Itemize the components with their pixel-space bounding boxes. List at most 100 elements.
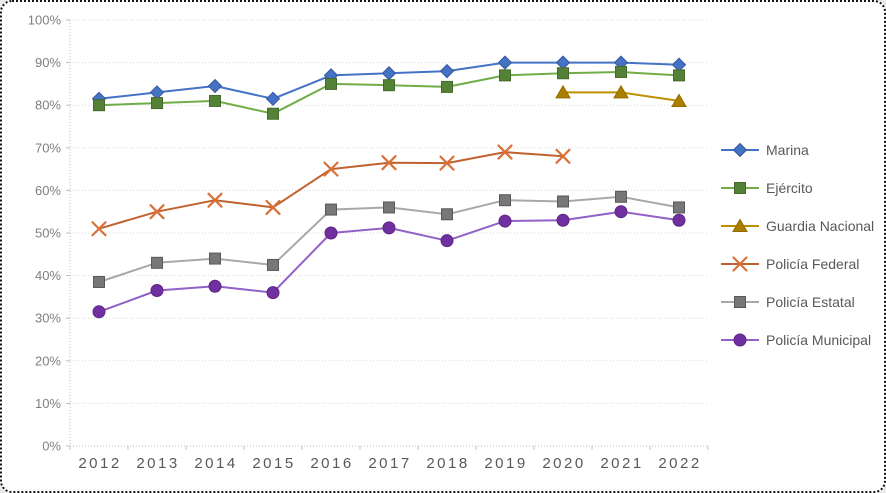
square-marker [499,69,511,82]
series-policia-estatal [93,190,685,288]
series-policia-municipal [92,205,686,319]
legend-item-guardia-nacional: Guardia Nacional [721,218,874,234]
series-policia-federal [91,144,571,237]
x-marker [439,155,455,171]
x-tick-label: 2020 [542,455,585,472]
legend-label: Marina [766,142,809,158]
legend-label: Ejército [766,180,813,196]
square-marker [151,256,163,269]
x-tick-label: 2012 [78,455,121,472]
square-marker [615,65,627,78]
square-marker [93,99,105,112]
diamond-marker [555,55,571,70]
y-tick-label: 20% [35,353,61,368]
legend-item-marina: Marina [721,142,809,158]
square-marker [267,258,279,271]
triangle-marker [732,218,748,232]
x-tick-label: 2014 [194,455,237,472]
y-tick-label: 90% [35,55,61,70]
square-marker [673,201,685,214]
diamond-marker [207,78,223,94]
circle-marker [556,213,570,227]
diamond-marker [149,85,165,100]
circle-marker [672,213,686,227]
diamond-marker [265,91,281,107]
square-marker [267,107,279,120]
y-tick-label: 100% [28,13,62,28]
circle-marker [150,284,164,298]
legend-label: Policía Estatal [766,294,855,310]
square-marker [734,296,746,308]
legend-item-policia-municipal: Policía Municipal [721,332,871,348]
y-tick-label: 10% [35,396,61,411]
square-marker [209,94,221,107]
x-marker [381,155,397,171]
diamond-marker [732,142,748,158]
x-axis-labels: 2012 2013 2014 2015 2016 2017 2018 2019 2020 2021… [78,455,701,472]
x-tick-label: 2017 [368,455,411,472]
circle-marker [324,226,338,240]
x-tick-label: 2016 [310,455,353,472]
circle-marker [498,214,512,228]
x-tick-label: 2015 [252,455,295,472]
diamond-marker [381,66,397,81]
x-tick-label: 2019 [484,455,527,472]
square-marker [441,80,453,93]
x-tick-label: 2022 [658,455,701,472]
square-marker [557,195,569,208]
triangle-marker [613,84,629,99]
square-marker [325,203,337,216]
square-marker [93,275,105,288]
square-marker [383,79,395,92]
legend-label: Policía Municipal [766,332,871,348]
circle-marker [733,333,747,347]
legend-label: Policía Federal [766,256,859,272]
x-marker [497,144,513,160]
legend: Marina Ejército Guardia Nacional Policía Fe… [721,142,874,348]
x-marker [207,192,223,208]
x-tick-label: 2018 [426,455,469,472]
y-tick-label: 0% [42,439,61,454]
circle-marker [382,221,396,235]
y-tick-label: 80% [35,98,61,113]
y-tick-label: 60% [35,183,61,198]
x-marker [323,161,339,177]
x-marker [91,221,107,237]
square-marker [673,69,685,82]
square-marker [325,77,337,90]
y-axis-labels: 100% 90% 80% 70% 60% 50% 40% 30% 20% 10% 0% [28,13,62,454]
square-marker [499,194,511,207]
diamond-marker [497,55,513,70]
x-marker [732,256,748,272]
series-guardia-nacional [555,84,687,107]
legend-item-policia-estatal: Policía Estatal [721,294,855,310]
circle-marker [266,286,280,300]
x-marker [265,199,281,216]
circle-marker [614,205,628,219]
y-tick-label: 40% [35,268,61,283]
legend-item-ejercito: Ejército [721,180,813,196]
triangle-marker [671,93,687,107]
square-marker [151,97,163,110]
square-marker [734,182,746,194]
y-tick-label: 50% [35,226,61,241]
x-marker [555,148,571,164]
circle-marker [440,234,454,248]
series-ejercito [93,65,685,120]
axes [69,20,709,450]
diamond-marker [439,63,455,79]
x-tick-label: 2021 [600,455,643,472]
circle-marker [92,305,106,319]
legend-label: Guardia Nacional [766,218,874,234]
square-marker [615,190,627,203]
square-marker [557,67,569,80]
circle-marker [208,279,222,293]
x-marker [149,204,165,220]
square-marker [383,201,395,214]
square-marker [209,252,221,265]
legend-item-policia-federal: Policía Federal [721,256,859,272]
y-tick-label: 70% [35,140,61,155]
x-tick-label: 2013 [136,455,179,472]
